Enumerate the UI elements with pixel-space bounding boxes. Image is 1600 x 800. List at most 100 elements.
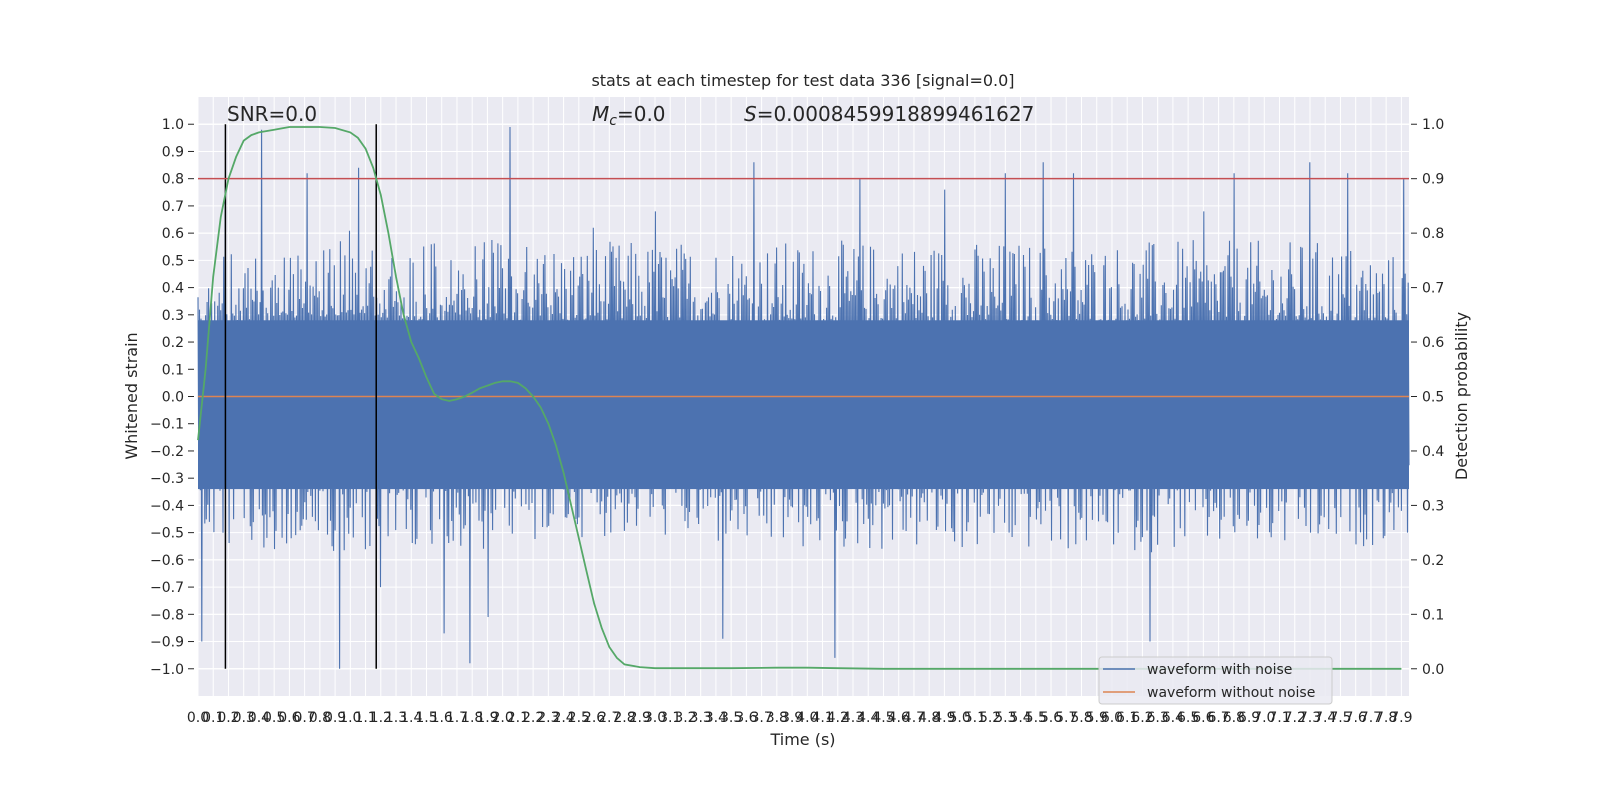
x-tick-labels: 0.00.10.20.30.40.50.60.70.80.91.01.11.21… [187, 710, 1413, 726]
x-tick-label: 1.2 [370, 710, 392, 726]
x-tick-label: 4.7 [903, 710, 925, 726]
y-tick-labels-right: 0.0 0.1 0.2 0.3 0.4 0.5 0.6 0.7 0.8 0.9 1.0 [1411, 117, 1444, 678]
x-tick-label: 5.2 [979, 710, 1001, 726]
x-tick-label: 1.9 [476, 710, 498, 726]
x-tick-label: 2.4 [552, 710, 574, 726]
x-tick-label: 6.1 [1116, 710, 1138, 726]
x-tick-label: 0.3 [233, 710, 255, 726]
x-tick-label: 7.5 [1329, 710, 1351, 726]
x-tick-label: 3.8 [766, 710, 788, 726]
x-tick-label: 5.7 [1055, 710, 1077, 726]
y-tick-label-right: 0.7 [1422, 281, 1444, 297]
x-tick-label: 0.8 [309, 710, 331, 726]
x-tick-label: 4.0 [796, 710, 818, 726]
x-tick-label: 2.2 [522, 710, 544, 726]
x-tick-label: 4.2 [827, 710, 849, 726]
x-tick-label: 5.1 [964, 710, 986, 726]
chirp-mass-annotation: Mc=0.0 [592, 102, 666, 129]
y-tick-label-right: 0.1 [1422, 607, 1444, 623]
x-tick-label: 1.5 [415, 710, 437, 726]
x-tick-label: 4.8 [918, 710, 940, 726]
y-tick-label-left: −0.2 [150, 444, 184, 460]
x-tick-label: 0.9 [324, 710, 346, 726]
y-tick-label-right: 0.9 [1422, 172, 1444, 188]
y-tick-label-left: 0.8 [162, 172, 184, 188]
x-tick-label: 5.6 [1040, 710, 1062, 726]
x-tick-label: 5.0 [949, 710, 971, 726]
x-tick-label: 0.0 [187, 710, 209, 726]
x-tick-label: 2.6 [583, 710, 605, 726]
x-tick-label: 6.6 [1192, 710, 1214, 726]
x-tick-label: 3.2 [674, 710, 696, 726]
legend-box [1098, 656, 1333, 705]
x-tick-label: 4.3 [842, 710, 864, 726]
x-tick-label: 3.1 [659, 710, 681, 726]
x-tick-label: 3.3 [690, 710, 712, 726]
x-tick-label: 3.7 [750, 710, 772, 726]
series-waveform-with-noise [197, 126, 1410, 669]
x-tick-label: 6.7 [1207, 710, 1229, 726]
y-tick-label-left: 0.0 [162, 390, 184, 406]
x-tick-label: 3.0 [644, 710, 666, 726]
x-tick-label: 6.2 [1131, 710, 1153, 726]
y-tick-label-right: 0.2 [1422, 553, 1444, 569]
x-tick-label: 6.9 [1238, 710, 1260, 726]
x-tick-label: 1.0 [339, 710, 361, 726]
x-tick-label: 4.6 [888, 710, 910, 726]
x-tick-label: 1.4 [400, 710, 422, 726]
x-tick-label: 3.4 [705, 710, 727, 726]
detection-probability-line [197, 126, 1402, 670]
x-tick-label: 4.5 [872, 710, 894, 726]
y-tick-label-left: −0.7 [150, 580, 184, 596]
x-tick-label: 4.4 [857, 710, 879, 726]
legend-label-waveform-without-noise: waveform without noise [1147, 685, 1315, 701]
y-tick-label-left: 0.6 [162, 226, 184, 242]
y-tick-label-right: 0.3 [1422, 498, 1444, 514]
x-tick-label: 7.6 [1345, 710, 1367, 726]
x-tick-label: 2.7 [598, 710, 620, 726]
x-tick-label: 3.6 [735, 710, 757, 726]
x-tick-label: 2.8 [613, 710, 635, 726]
x-tick-label: 1.3 [385, 710, 407, 726]
chart-title: stats at each timestep for test data 336… [591, 71, 1014, 90]
y-tick-label-right: 0.6 [1422, 335, 1444, 351]
legend: waveform with noise waveform without noi… [1098, 656, 1333, 705]
x-tick-label: 0.6 [278, 710, 300, 726]
y-tick-label-left: 0.4 [162, 281, 184, 297]
vertical-markers [224, 124, 377, 669]
x-tick-label: 5.8 [1070, 710, 1092, 726]
series-detection-probability [197, 126, 1402, 670]
x-axis-label: Time (s) [769, 730, 835, 749]
x-tick-label: 2.9 [629, 710, 651, 726]
x-tick-label: 2.0 [492, 710, 514, 726]
x-tick-label: 7.3 [1299, 710, 1321, 726]
y-tick-label-left: −0.1 [150, 417, 184, 433]
y-tick-label-left: 0.1 [162, 362, 184, 378]
x-tick-label: 6.8 [1223, 710, 1245, 726]
y-axis-label-right: Detection probability [1452, 312, 1471, 480]
x-tick-label: 6.5 [1177, 710, 1199, 726]
y-tick-label-right: 0.0 [1422, 662, 1444, 678]
x-tick-label: 5.5 [1025, 710, 1047, 726]
y-axis-label-left: Whitened strain [122, 332, 141, 459]
x-tick-label: 5.4 [1009, 710, 1031, 726]
y-tick-label-left: −0.8 [150, 607, 184, 623]
x-tick-label: 6.0 [1101, 710, 1123, 726]
x-tick-label: 1.1 [354, 710, 376, 726]
y-tick-label-left: −0.4 [150, 498, 184, 514]
y-tick-label-left: 0.3 [162, 308, 184, 324]
y-tick-label-left: 0.9 [162, 144, 184, 160]
y-tick-label-right: 1.0 [1422, 117, 1444, 133]
y-tick-label-left: −1.0 [150, 662, 184, 678]
x-tick-label: 7.2 [1284, 710, 1306, 726]
x-tick-label: 0.2 [217, 710, 239, 726]
y-tick-label-left: 0.2 [162, 335, 184, 351]
x-tick-label: 7.9 [1390, 710, 1412, 726]
x-tick-label: 7.4 [1314, 710, 1336, 726]
x-tick-label: 7.8 [1375, 710, 1397, 726]
x-tick-label: 4.1 [811, 710, 833, 726]
x-tick-label: 0.4 [248, 710, 270, 726]
x-tick-label: 5.3 [994, 710, 1016, 726]
y-tick-label-right: 0.8 [1422, 226, 1444, 242]
